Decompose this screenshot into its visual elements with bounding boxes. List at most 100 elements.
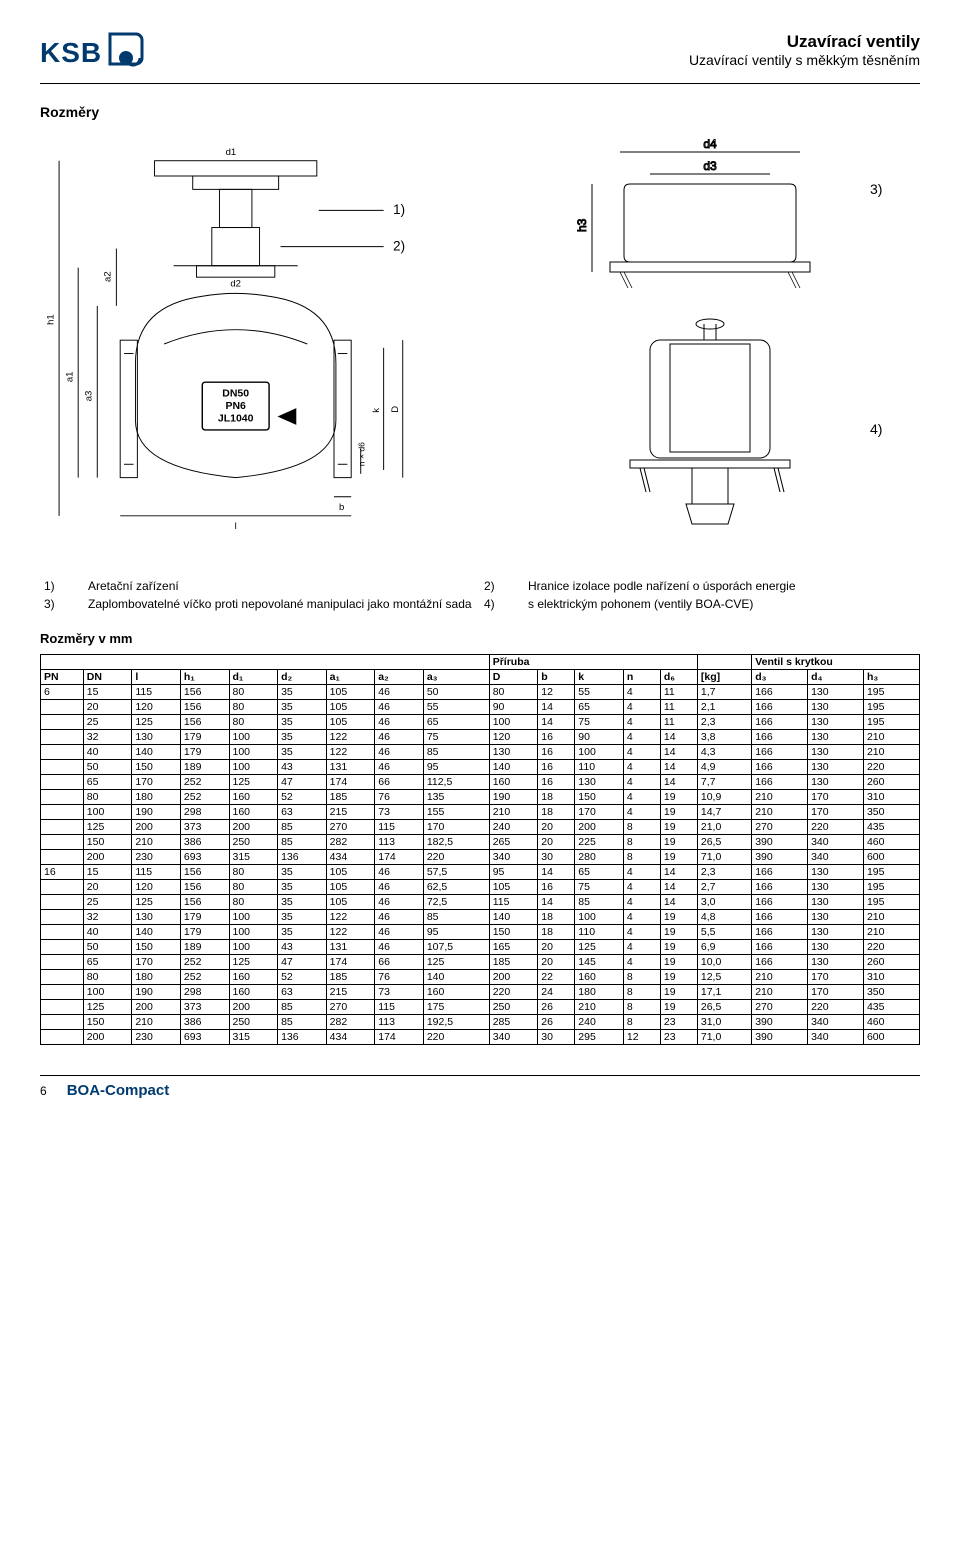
table-cell: 3,8 (697, 730, 751, 745)
table-cell: 35 (278, 865, 327, 880)
table-cell: 18 (538, 790, 575, 805)
table-cell: 4 (623, 865, 660, 880)
table-cell: 21,0 (697, 820, 751, 835)
table-cell: 122 (326, 730, 375, 745)
table-cell: 71,0 (697, 850, 751, 865)
table-cell: 189 (180, 760, 229, 775)
table-cell: 73 (375, 985, 424, 1000)
table-cell: 120 (489, 730, 538, 745)
table-cell: 115 (375, 820, 424, 835)
column-header: a₃ (423, 670, 489, 685)
table-cell: 1,7 (697, 685, 751, 700)
table-cell: 282 (326, 835, 375, 850)
table-cell: 63 (278, 985, 327, 1000)
table-row: 50150189100431314695140161104144,9166130… (41, 760, 920, 775)
table-cell: 85 (278, 820, 327, 835)
table-cell: 220 (863, 940, 919, 955)
table-cell: 115 (489, 895, 538, 910)
table-cell: 100 (229, 925, 278, 940)
table-cell: 130 (575, 775, 624, 790)
header-titles: Uzavírací ventily Uzavírací ventily s mě… (689, 32, 920, 68)
table-cell: 5,5 (697, 925, 751, 940)
table-cell: 435 (863, 820, 919, 835)
table-cell: 166 (752, 700, 808, 715)
table-cell: 185 (326, 970, 375, 985)
table-cell: 14 (538, 700, 575, 715)
table-cell: 150 (83, 1015, 132, 1030)
table-cell: 240 (575, 1015, 624, 1030)
table-cell: 130 (808, 910, 864, 925)
svg-text:a3: a3 (84, 391, 95, 402)
table-cell: 179 (180, 925, 229, 940)
table-cell: 252 (180, 970, 229, 985)
table-cell: 12 (623, 1030, 660, 1045)
table-cell: 2,3 (697, 865, 751, 880)
table-row: 20120156803510546559014654112,1166130195 (41, 700, 920, 715)
table-cell: 170 (808, 985, 864, 1000)
table-cell: 156 (180, 880, 229, 895)
table-cell: 130 (808, 775, 864, 790)
table-cell: 434 (326, 1030, 375, 1045)
table-cell: 115 (132, 865, 181, 880)
table-cell: 66 (375, 775, 424, 790)
table-cell: 131 (326, 760, 375, 775)
table-cell: 250 (229, 1015, 278, 1030)
table-cell: 340 (808, 850, 864, 865)
table-cell: 105 (326, 685, 375, 700)
table-cell: 2,3 (697, 715, 751, 730)
table-cell: 57,5 (423, 865, 489, 880)
table-cell: 174 (375, 1030, 424, 1045)
table-cell: 130 (808, 940, 864, 955)
svg-text:PN6: PN6 (225, 401, 246, 412)
table-row: 251251568035105466510014754112,316613019… (41, 715, 920, 730)
table-cell: 73 (375, 805, 424, 820)
table-cell: 160 (229, 985, 278, 1000)
table-cell: 4 (623, 910, 660, 925)
logo-icon (108, 32, 152, 73)
table-cell: 63 (278, 805, 327, 820)
header-rule (40, 83, 920, 84)
table-cell: 130 (808, 760, 864, 775)
table-cell: 35 (278, 925, 327, 940)
table-cell: 166 (752, 715, 808, 730)
table-cell: 14 (660, 880, 697, 895)
table-cell (41, 910, 84, 925)
table-row: 32130179100351224685140181004194,8166130… (41, 910, 920, 925)
column-header: h₁ (180, 670, 229, 685)
table-cell: 52 (278, 970, 327, 985)
table-row: 615115156803510546508012554111,716613019… (41, 685, 920, 700)
table-row: 6517025212547174661251852014541910,01661… (41, 955, 920, 970)
table-cell: 46 (375, 910, 424, 925)
legend-num: 4) (480, 595, 524, 613)
table-cell: 390 (752, 835, 808, 850)
table-cell: 166 (752, 775, 808, 790)
legend-text: Aretační zařízení (84, 577, 480, 595)
table-body: 615115156803510546508012554111,716613019… (41, 685, 920, 1045)
table-cell: 150 (83, 835, 132, 850)
table-cell: 65 (83, 955, 132, 970)
table-cell: 340 (489, 1030, 538, 1045)
table-cell: 340 (808, 835, 864, 850)
table-cell: 140 (132, 925, 181, 940)
table-cell: 85 (278, 835, 327, 850)
table-cell: 156 (180, 895, 229, 910)
logo-text: KSB (40, 37, 102, 69)
table-cell: 20 (538, 940, 575, 955)
table-cell: 252 (180, 955, 229, 970)
table-cell: 105 (326, 880, 375, 895)
table-cell: 35 (278, 910, 327, 925)
table-cell: 19 (660, 970, 697, 985)
table-cell: 190 (489, 790, 538, 805)
table-cell: 210 (132, 1015, 181, 1030)
table-cell: 8 (623, 835, 660, 850)
table-cell: 80 (229, 685, 278, 700)
table-cell: 156 (180, 715, 229, 730)
table-cell: 200 (132, 1000, 181, 1015)
svg-text:a1: a1 (64, 372, 75, 383)
table-cell (41, 1015, 84, 1030)
table-cell: 6,9 (697, 940, 751, 955)
table-cell: 19 (660, 835, 697, 850)
column-header: D (489, 670, 538, 685)
table-cell: 12,5 (697, 970, 751, 985)
table-row: 10019029816063215731552101817041914,7210… (41, 805, 920, 820)
